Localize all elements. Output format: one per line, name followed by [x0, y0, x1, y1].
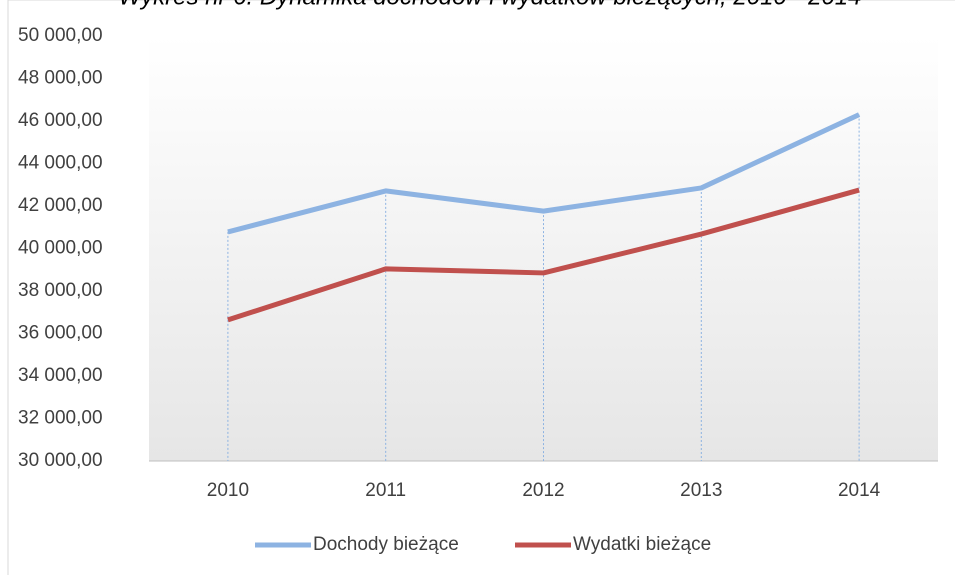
- y-tick-label: 46 000,00: [18, 110, 103, 131]
- x-tick-label: 2013: [680, 480, 722, 501]
- x-tick-label: 2011: [365, 480, 406, 501]
- y-tick-label: 44 000,00: [18, 153, 103, 174]
- x-tick-label: 2014: [838, 480, 881, 501]
- legend-label: Dochody bieżące: [313, 534, 459, 555]
- series-line: [227, 112, 861, 235]
- y-tick-label: 32 000,00: [18, 408, 103, 429]
- chart-border: [7, 0, 955, 575]
- y-tick-label: 40 000,00: [18, 238, 103, 259]
- y-tick-label: 48 000,00: [18, 68, 103, 89]
- y-tick-label: 36 000,00: [18, 323, 103, 344]
- chart-title: Wykres nr 6. Dynamika dochodów i wydatkó…: [118, 0, 861, 10]
- series-line: [227, 187, 860, 323]
- y-tick-label: 42 000,00: [18, 195, 103, 216]
- y-tick-label: 30 000,00: [18, 450, 103, 471]
- y-tick-label: 34 000,00: [18, 365, 103, 386]
- legend-label: Wydatki bieżące: [573, 534, 711, 555]
- x-tick-label: 2012: [522, 480, 564, 501]
- y-tick-label: 38 000,00: [18, 280, 103, 301]
- y-tick-label: 50 000,00: [18, 25, 103, 46]
- x-tick-label: 2010: [207, 480, 249, 501]
